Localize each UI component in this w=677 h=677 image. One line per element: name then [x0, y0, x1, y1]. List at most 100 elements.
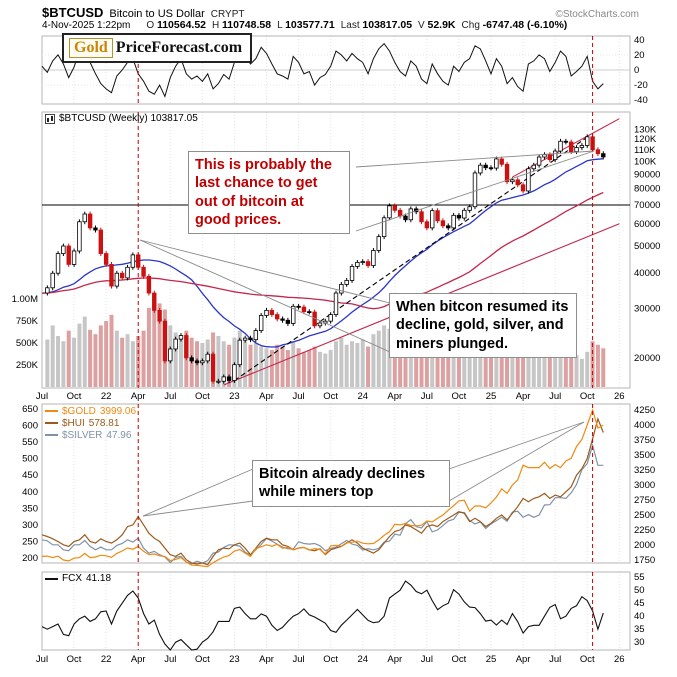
- svg-text:1.00M: 1.00M: [12, 294, 38, 305]
- svg-text:Apr: Apr: [259, 391, 274, 402]
- svg-text:Jul: Jul: [293, 391, 305, 402]
- svg-text:750K: 750K: [16, 316, 39, 327]
- svg-text:Oct: Oct: [67, 391, 82, 402]
- svg-text:Jul: Jul: [36, 391, 48, 402]
- metals-panel-legend: $GOLD 3999.06 $HUI 578.81 $SILVER 47.96: [45, 405, 136, 441]
- quote-high: H 110748.58: [212, 19, 272, 31]
- logo-gold-word: Gold: [69, 38, 113, 58]
- svg-text:40: 40: [634, 611, 645, 622]
- symbol-name: Bitcoin to US Dollar: [109, 8, 205, 20]
- fcx-panel-legend: FCX 41.18: [45, 573, 111, 584]
- quote-change: Chg -6747.48 (-6.10%): [461, 19, 568, 31]
- btc-legend-label: $BTCUSD (Weekly) 103817.05: [59, 113, 198, 124]
- svg-text:25: 25: [486, 391, 497, 402]
- quote-open: O 110564.52: [146, 19, 207, 31]
- svg-text:Jul: Jul: [164, 391, 176, 402]
- svg-text:550: 550: [22, 437, 38, 448]
- svg-text:40000: 40000: [634, 268, 660, 279]
- svg-text:Oct: Oct: [195, 391, 210, 402]
- legend-gold: $GOLD 3999.06: [45, 405, 136, 417]
- datetime-label: 4-Nov-2025 1:22pm: [42, 20, 131, 31]
- svg-text:120K: 120K: [634, 134, 657, 145]
- annotation-sell-warning: This is probably the last chance to get …: [188, 151, 350, 235]
- svg-text:90000: 90000: [634, 169, 660, 180]
- svg-text:Oct: Oct: [195, 654, 210, 665]
- logo-site-word: PriceForecast.com: [115, 39, 243, 56]
- svg-text:25: 25: [486, 654, 497, 665]
- svg-text:Jul: Jul: [36, 654, 48, 665]
- svg-text:Apr: Apr: [516, 391, 531, 402]
- svg-text:Jul: Jul: [293, 654, 305, 665]
- svg-text:Jul: Jul: [421, 391, 433, 402]
- svg-text:Oct: Oct: [323, 654, 338, 665]
- svg-text:Jul: Jul: [164, 654, 176, 665]
- exchange-label: CRYPT: [210, 9, 245, 20]
- svg-text:-40: -40: [634, 95, 648, 106]
- svg-text:60000: 60000: [634, 219, 660, 230]
- svg-text:70000: 70000: [634, 200, 660, 211]
- svg-text:3500: 3500: [634, 450, 655, 461]
- svg-text:200: 200: [22, 553, 38, 564]
- svg-text:45: 45: [634, 598, 645, 609]
- svg-text:Apr: Apr: [131, 391, 146, 402]
- svg-text:2000: 2000: [634, 540, 655, 551]
- btc-panel-legend: $BTCUSD (Weekly) 103817.05: [45, 113, 198, 124]
- quote-volume: V 52.9K: [418, 19, 456, 31]
- svg-text:20: 20: [634, 50, 645, 61]
- svg-text:23: 23: [229, 654, 240, 665]
- legend-hui: $HUI 578.81: [45, 417, 136, 429]
- annotation-plunge-note: When bitcon resumed its decline, gold, s…: [389, 293, 577, 358]
- svg-text:600: 600: [22, 421, 38, 432]
- header-quote-row: 4-Nov-2025 1:22pm O 110564.52 H 110748.5…: [42, 19, 639, 31]
- svg-text:3250: 3250: [634, 465, 655, 476]
- svg-text:300: 300: [22, 520, 38, 531]
- copyright-label: ©StockCharts.com: [555, 9, 639, 20]
- svg-text:Apr: Apr: [516, 654, 531, 665]
- symbol-label: $BTCUSD: [42, 5, 104, 20]
- gold-priceforecast-logo: Gold PriceForecast.com: [62, 33, 253, 63]
- svg-text:Apr: Apr: [259, 654, 274, 665]
- gold-line-swatch: [45, 410, 58, 412]
- legend-silver: $SILVER 47.96: [45, 429, 136, 441]
- candlestick-icon: [45, 113, 55, 124]
- svg-text:Oct: Oct: [580, 654, 595, 665]
- svg-text:Jul: Jul: [549, 391, 561, 402]
- svg-text:3000: 3000: [634, 480, 655, 491]
- fcx-line-swatch: [45, 577, 58, 580]
- svg-text:35: 35: [634, 624, 645, 635]
- svg-text:Apr: Apr: [387, 391, 402, 402]
- svg-text:55: 55: [634, 572, 645, 583]
- svg-text:4000: 4000: [634, 420, 655, 431]
- svg-text:500K: 500K: [16, 338, 39, 349]
- svg-text:2750: 2750: [634, 495, 655, 506]
- svg-text:Jul: Jul: [421, 654, 433, 665]
- svg-text:Apr: Apr: [131, 654, 146, 665]
- svg-text:24: 24: [357, 391, 368, 402]
- svg-text:22: 22: [101, 391, 112, 402]
- annotation-miners-top: Bitcoin already declines while miners to…: [252, 460, 450, 507]
- header-title-row: $BTCUSD Bitcoin to US Dollar CRYPT ©Stoc…: [42, 5, 639, 20]
- svg-text:2500: 2500: [634, 510, 655, 521]
- svg-text:0: 0: [634, 65, 639, 76]
- svg-text:26: 26: [614, 391, 625, 402]
- svg-text:22: 22: [101, 654, 112, 665]
- svg-text:2250: 2250: [634, 525, 655, 536]
- svg-text:24: 24: [357, 654, 368, 665]
- svg-text:250: 250: [22, 536, 38, 547]
- svg-text:23: 23: [229, 391, 240, 402]
- svg-text:350: 350: [22, 503, 38, 514]
- svg-text:30000: 30000: [634, 303, 660, 314]
- svg-text:450: 450: [22, 470, 38, 481]
- svg-text:26: 26: [614, 654, 625, 665]
- svg-text:Jul: Jul: [549, 654, 561, 665]
- svg-text:Oct: Oct: [452, 391, 467, 402]
- svg-text:-20: -20: [634, 80, 648, 91]
- svg-text:Oct: Oct: [323, 391, 338, 402]
- svg-text:400: 400: [22, 487, 38, 498]
- svg-text:Oct: Oct: [452, 654, 467, 665]
- quote-low: L 103577.71: [277, 19, 335, 31]
- quote-last: Last 103817.05: [340, 19, 413, 31]
- svg-text:130K: 130K: [634, 124, 657, 135]
- svg-text:50: 50: [634, 585, 645, 596]
